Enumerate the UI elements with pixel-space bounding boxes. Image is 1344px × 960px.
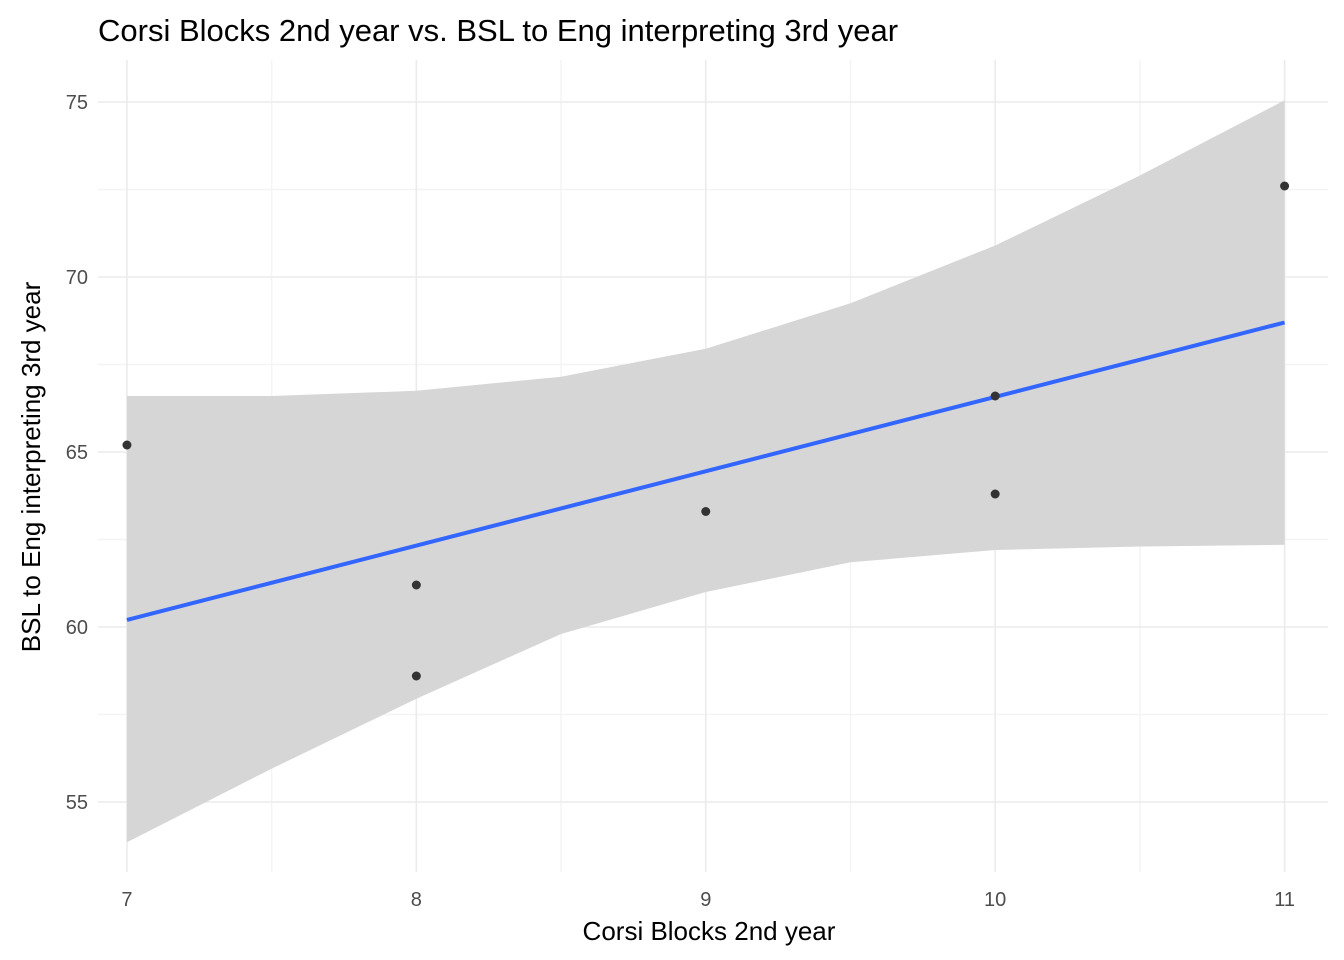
chart-title: Corsi Blocks 2nd year vs. BSL to Eng int… <box>98 13 898 48</box>
x-tick-label: 11 <box>1274 889 1295 911</box>
y-tick-label: 75 <box>66 92 88 114</box>
data-point <box>122 440 132 450</box>
y-axis-title: BSL to Eng interpreting 3rd year <box>16 281 46 652</box>
y-tick-label: 70 <box>66 267 88 289</box>
data-point <box>1280 181 1290 191</box>
x-tick-labels: 7 8 9 10 11 <box>121 889 1295 911</box>
data-point <box>990 391 1000 401</box>
data-point <box>701 507 711 516</box>
data-point <box>411 580 421 590</box>
points-layer <box>122 181 1290 681</box>
x-tick-label: 7 <box>121 889 132 911</box>
y-tick-labels: 55 60 65 70 75 <box>66 92 88 814</box>
data-point <box>411 671 421 681</box>
y-tick-label: 65 <box>66 442 88 464</box>
regression-line <box>126 320 1286 622</box>
x-tick-label: 8 <box>411 889 422 911</box>
x-axis-title: Corsi Blocks 2nd year <box>583 916 836 946</box>
x-tick-label: 10 <box>984 889 1006 911</box>
y-tick-label: 60 <box>66 617 88 639</box>
data-point <box>990 489 1000 499</box>
y-tick-label: 55 <box>66 792 88 814</box>
x-tick-label: 9 <box>700 889 711 911</box>
fit-line-layer <box>126 320 1286 622</box>
